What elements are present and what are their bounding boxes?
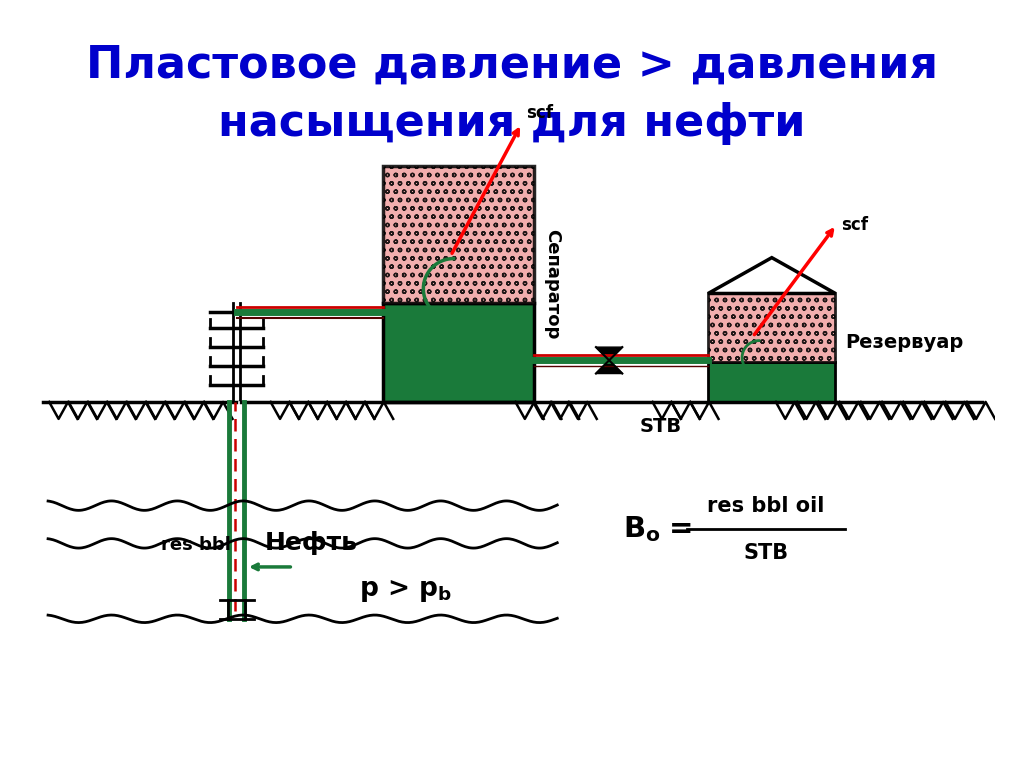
Text: насыщения для нефти: насыщения для нефти — [218, 102, 806, 145]
Bar — [383, 166, 534, 303]
Text: Нефть: Нефть — [265, 531, 358, 555]
Polygon shape — [596, 347, 623, 360]
Text: Сепаратор: Сепаратор — [543, 229, 561, 339]
Text: scf: scf — [526, 104, 553, 122]
Text: res bbl oil: res bbl oil — [708, 495, 824, 515]
Bar — [709, 293, 836, 362]
Text: Пластовое давление > давления: Пластовое давление > давления — [86, 44, 938, 87]
Text: Резервуар: Резервуар — [845, 333, 964, 352]
Text: =: = — [669, 515, 693, 543]
Text: STB: STB — [743, 543, 788, 563]
Polygon shape — [596, 360, 623, 373]
Text: $\mathbf{B_o}$: $\mathbf{B_o}$ — [624, 515, 660, 544]
Polygon shape — [709, 257, 836, 293]
Bar — [383, 303, 534, 402]
Text: p > p$_\mathbf{b}$: p > p$_\mathbf{b}$ — [359, 578, 453, 604]
Text: STB: STB — [640, 417, 682, 436]
Bar — [709, 362, 836, 402]
Text: res bbl: res bbl — [161, 536, 231, 554]
Text: scf: scf — [841, 216, 868, 233]
